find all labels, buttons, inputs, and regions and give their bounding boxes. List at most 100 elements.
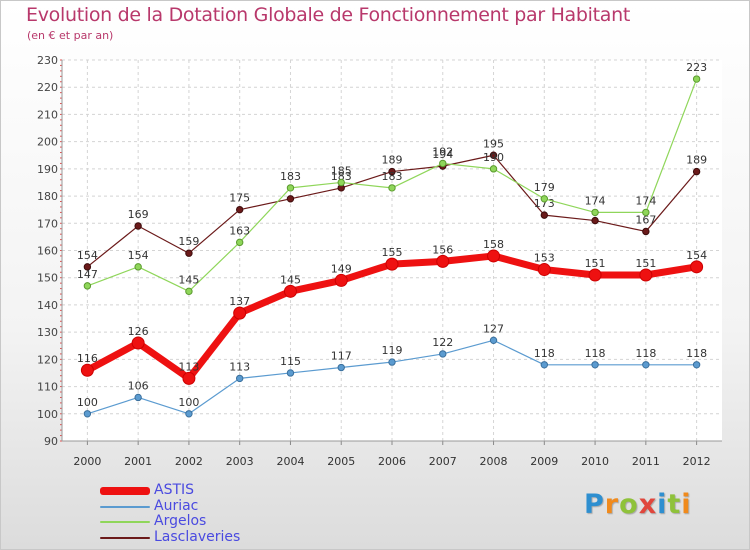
data-label-astis-2000: 116 [77, 352, 98, 365]
data-label-lasclaveries-2008: 195 [483, 137, 504, 150]
legend-label-argelos: Argelos [154, 513, 207, 529]
point-auriac-2004 [286, 369, 295, 377]
y-tick-label-90: 90 [44, 435, 58, 448]
data-label-argelos-2011: 174 [635, 194, 656, 207]
point-argelos-2011 [642, 208, 650, 217]
data-label-auriac-2012: 118 [686, 347, 707, 360]
data-label-astis-2004: 145 [280, 273, 301, 286]
legend-label-auriac: Auriac [154, 497, 199, 514]
point-auriac-2001 [134, 393, 142, 402]
point-lasclaveries-2009 [540, 211, 549, 219]
data-label-auriac-2001: 106 [128, 379, 149, 392]
data-label-astis-2012: 154 [686, 249, 707, 262]
point-astis-2007 [436, 254, 450, 268]
point-auriac-2009 [540, 361, 549, 369]
point-argelos-2006 [388, 184, 396, 192]
chart-legend: ASTIS Auriac Argelos Lasclaveries [100, 482, 340, 546]
data-label-astis-2007: 156 [432, 243, 453, 256]
data-label-auriac-2004: 115 [280, 355, 301, 368]
data-label-lasclaveries-2003: 175 [229, 192, 250, 205]
data-label-argelos-2003: 163 [229, 224, 250, 237]
y-tick-label-210: 210 [37, 108, 58, 121]
chart-subtitle: (en € et par an) [27, 29, 114, 42]
data-label-lasclaveries-2001: 169 [128, 208, 149, 221]
x-tick-label-2003: 2003 [226, 455, 254, 468]
point-lasclaveries-2003 [235, 205, 244, 214]
x-tick-label-2004: 2004 [276, 455, 304, 468]
data-label-auriac-2002: 100 [178, 396, 199, 409]
y-tick-label-120: 120 [37, 353, 58, 366]
x-tick-label-2012: 2012 [683, 455, 711, 468]
point-astis-2009 [537, 263, 551, 277]
point-auriac-2010 [591, 361, 599, 369]
point-auriac-2008 [489, 336, 498, 345]
data-label-auriac-2003: 113 [229, 360, 250, 373]
legend-swatch-astis [100, 487, 150, 495]
data-label-auriac-2006: 119 [382, 344, 403, 357]
y-tick-label-180: 180 [37, 190, 58, 203]
data-label-argelos-2005: 185 [331, 164, 352, 177]
point-astis-2010 [588, 268, 602, 282]
point-astis-2000 [80, 363, 94, 377]
point-astis-2011 [639, 268, 653, 282]
y-tick-label-190: 190 [37, 163, 58, 176]
point-lasclaveries-2010 [591, 216, 599, 225]
data-label-auriac-2007: 122 [432, 336, 453, 349]
data-label-astis-2009: 153 [534, 252, 555, 265]
y-tick-label-230: 230 [37, 54, 58, 67]
point-lasclaveries-2011 [642, 227, 650, 236]
point-argelos-2002 [185, 287, 193, 296]
point-auriac-2000 [83, 410, 92, 418]
y-tick-label-220: 220 [37, 81, 58, 94]
point-lasclaveries-2006 [388, 167, 396, 176]
data-label-argelos-2007: 192 [432, 145, 453, 158]
x-tick-label-2006: 2006 [378, 455, 406, 468]
data-label-lasclaveries-2005: 183 [331, 170, 352, 183]
data-label-astis-2006: 155 [382, 246, 403, 259]
y-tick-label-150: 150 [37, 272, 58, 285]
legend-item-astis: ASTIS [100, 482, 340, 500]
point-argelos-2000 [83, 282, 92, 290]
x-tick-label-2000: 2000 [73, 455, 101, 468]
point-auriac-2007 [439, 350, 447, 358]
data-label-argelos-2004: 183 [280, 170, 301, 183]
data-label-argelos-2006: 183 [382, 170, 403, 183]
data-label-astis-2001: 126 [128, 325, 149, 338]
point-argelos-2009 [540, 195, 549, 203]
data-label-argelos-2002: 145 [178, 273, 199, 286]
data-label-astis-2011: 151 [635, 257, 656, 270]
point-auriac-2011 [642, 361, 650, 369]
data-label-auriac-2009: 118 [534, 347, 555, 360]
data-label-lasclaveries-2011: 167 [635, 213, 656, 226]
data-label-astis-2002: 113 [178, 360, 199, 373]
point-astis-2005 [334, 273, 348, 287]
data-label-lasclaveries-2012: 189 [686, 154, 707, 167]
point-astis-2001 [131, 336, 145, 350]
data-label-argelos-2001: 154 [128, 249, 149, 262]
point-lasclaveries-2008 [489, 151, 498, 159]
data-label-argelos-2010: 174 [585, 194, 606, 207]
y-tick-label-130: 130 [37, 326, 58, 339]
point-lasclaveries-2002 [185, 249, 193, 257]
y-tick-label-170: 170 [37, 217, 58, 230]
point-lasclaveries-2012 [692, 167, 701, 176]
point-lasclaveries-2004 [286, 195, 295, 203]
x-tick-label-2005: 2005 [327, 455, 355, 468]
x-tick-label-2011: 2011 [632, 455, 660, 468]
point-lasclaveries-2001 [134, 222, 142, 230]
x-tick-label-2002: 2002 [175, 455, 203, 468]
point-argelos-2008 [489, 165, 498, 173]
data-label-auriac-2010: 118 [585, 347, 606, 360]
y-tick-label-100: 100 [37, 408, 58, 421]
point-argelos-2010 [591, 208, 599, 217]
point-argelos-2007 [439, 159, 447, 168]
data-label-auriac-2000: 100 [77, 396, 98, 409]
data-label-argelos-2000: 147 [77, 268, 98, 281]
point-auriac-2002 [185, 410, 193, 418]
point-argelos-2001 [134, 263, 142, 271]
point-astis-2008 [487, 249, 501, 263]
data-label-astis-2008: 158 [483, 238, 504, 251]
legend-label-lasclaveries: Lasclaveries [154, 528, 241, 545]
y-tick-label-200: 200 [37, 136, 58, 149]
